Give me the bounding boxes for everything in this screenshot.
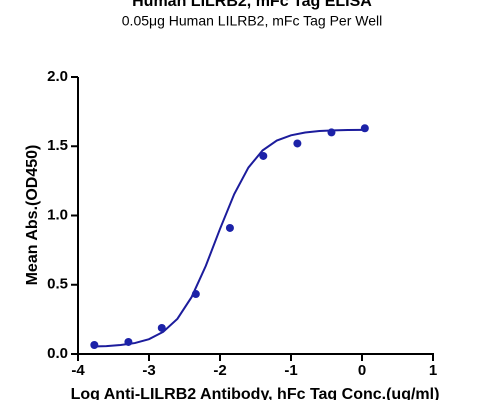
x-tick-label: -2 xyxy=(213,362,226,379)
fit-curve xyxy=(92,128,363,348)
y-axis-label: Mean Abs.(OD450) xyxy=(24,145,41,286)
data-point xyxy=(225,223,234,232)
data-point xyxy=(90,340,99,349)
data-point xyxy=(124,337,133,346)
y-tick-label: 1.5 xyxy=(47,137,68,154)
data-point xyxy=(191,290,200,299)
data-point xyxy=(157,323,166,332)
x-tick-label: 0 xyxy=(358,362,366,379)
y-tick-label: 0.5 xyxy=(47,276,68,293)
data-point xyxy=(360,124,369,133)
y-tick-label: 0.0 xyxy=(47,345,68,362)
data-point xyxy=(259,151,268,160)
chart-subtitle: 0.05μg Human LILRB2, mFc Tag Per Well xyxy=(122,13,382,29)
data-point xyxy=(327,128,336,137)
x-tick-label: -4 xyxy=(71,362,85,379)
data-point xyxy=(293,139,302,148)
y-tick-label: 2.0 xyxy=(47,68,68,85)
y-tick-label: 1.0 xyxy=(47,206,68,223)
x-tick-label: -3 xyxy=(142,362,155,379)
x-tick-label: -1 xyxy=(284,362,297,379)
chart-title: Human LILRB2, mFc Tag ELISA xyxy=(132,0,372,10)
x-axis-label: Log Anti-LILRB2 Antibody, hFc Tag Conc.(… xyxy=(71,386,440,400)
x-tick-label: 1 xyxy=(429,362,437,379)
